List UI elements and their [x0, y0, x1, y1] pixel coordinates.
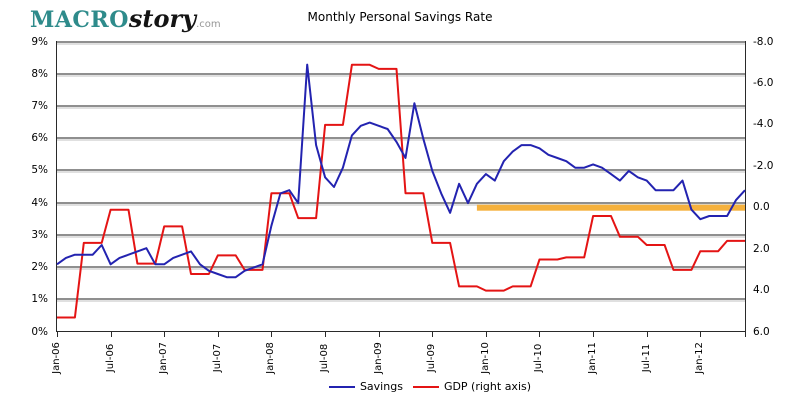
x-axis-tick-label: Jul-09: [426, 343, 438, 373]
legend-items: Savings GDP (right axis): [324, 380, 536, 393]
x-axis-tick: [110, 332, 112, 337]
left-axis-tick-label: 2%: [31, 261, 48, 274]
left-axis-tick-label: 6%: [31, 132, 48, 145]
x-axis-tick: [485, 332, 487, 337]
savings-line: [56, 63, 746, 278]
gridline: [57, 201, 745, 204]
gridline: [57, 266, 745, 269]
right-axis-tick-label: -8.0: [753, 35, 774, 48]
legend-label: GDP (right axis): [443, 380, 532, 393]
left-axis-tick-label: 3%: [31, 228, 48, 241]
legend-label: Savings: [359, 380, 403, 393]
right-axis-tick-label: -2.0: [753, 159, 774, 172]
left-axis-tick-label: 0%: [31, 325, 48, 338]
left-axis-tick-label: 8%: [31, 67, 48, 80]
gdp-line: [57, 63, 745, 318]
right-axis-tick-label: 0.0: [753, 201, 770, 214]
zero-gdp-reference-bar: [476, 204, 745, 211]
right-axis-tick-label: -4.0: [753, 118, 774, 131]
x-axis-tick: [325, 332, 327, 337]
x-axis-tick-label: Jan-06: [51, 342, 62, 374]
x-axis-tick: [539, 332, 541, 337]
x-axis-tick-label: Jul-11: [640, 343, 652, 373]
x-axis-tick: [57, 332, 58, 337]
x-axis-tick: [745, 332, 746, 337]
x-axis-tick: [164, 332, 166, 337]
gridline: [57, 72, 745, 75]
right-axis-tick-label: 2.0: [753, 242, 770, 255]
x-axis-tick-label: Jan-11: [587, 342, 599, 374]
logo-story-text: story: [128, 4, 197, 33]
x-axis-tick: [700, 332, 702, 337]
right-axis-tick-label: 6.0: [753, 325, 770, 338]
x-axis-tick-label: Jan-07: [158, 342, 170, 374]
y-axis-line-right: [745, 41, 746, 332]
y-axis-line-left: [56, 41, 57, 332]
logo-com-text: .com: [196, 19, 221, 30]
legend: Savings GDP (right axis): [0, 380, 800, 393]
x-axis-tick-label: Jan-10: [479, 342, 491, 374]
x-axis-tick: [646, 332, 648, 337]
x-axis-tick-label: Jul-07: [211, 343, 223, 373]
left-axis-tick-label: 5%: [31, 164, 48, 177]
series-layer: [56, 63, 746, 318]
macrostory-logo: MACROstory.com: [30, 5, 221, 39]
chart-title: Monthly Personal Savings Rate: [307, 10, 493, 24]
legend-swatch-savings: [328, 385, 355, 388]
gridline: [57, 233, 745, 236]
x-axis-tick: [378, 332, 380, 337]
x-axis-tick: [432, 332, 434, 337]
right-axis-tick-label: -6.0: [753, 76, 774, 89]
x-axis-line: [56, 331, 746, 332]
x-axis-tick-label: Jul-08: [319, 343, 331, 373]
x-axis-tick: [271, 332, 273, 337]
legend-swatch-gdp: [412, 385, 439, 388]
left-axis-tick-label: 9%: [31, 35, 48, 48]
x-axis-tick: [593, 332, 595, 337]
gridline: [57, 104, 745, 107]
gridline: [57, 169, 745, 172]
x-axis-tick-label: Jan-08: [265, 342, 277, 374]
x-axis-tick-label: Jul-06: [104, 343, 116, 373]
left-axis-tick-label: 7%: [31, 99, 48, 112]
gridline: [57, 40, 745, 43]
x-axis-tick-label: Jul-10: [533, 343, 545, 373]
gridline: [57, 298, 745, 301]
x-axis-tick-label: Jan-12: [694, 342, 706, 374]
legend-item-gdp: GDP (right axis): [412, 380, 532, 393]
right-axis-tick-label: 4.0: [753, 284, 770, 297]
legend-item-savings: Savings: [328, 380, 403, 393]
logo-macro-text: MACRO: [30, 7, 129, 33]
x-axis-tick: [217, 332, 219, 337]
x-axis-tick-label: Jan-09: [372, 342, 384, 374]
left-axis-tick-label: 1%: [31, 293, 48, 306]
left-axis-tick-label: 4%: [31, 196, 48, 209]
